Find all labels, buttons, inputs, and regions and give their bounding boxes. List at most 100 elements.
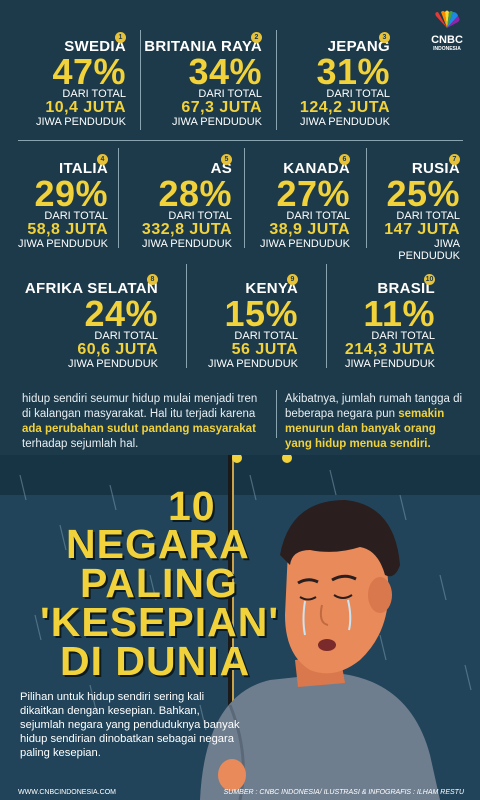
stat-jepang: 3 JEPANG 31% DARI TOTAL 124,2 JUTA JIWA … xyxy=(270,32,390,128)
country-from: DARI TOTAL xyxy=(62,88,126,100)
result-text: Akibatnya, jumlah rumah tangga di bebera… xyxy=(285,393,463,420)
title-line-4: 'KESEPIAN' xyxy=(40,599,280,645)
divider xyxy=(186,264,187,368)
brand-name: CNBC xyxy=(431,34,463,46)
country-percent: 31% xyxy=(316,51,390,92)
rank-badge: 8 xyxy=(147,274,158,285)
rank-badge: 6 xyxy=(339,154,350,165)
country-unit: JIWA PENDUDUK xyxy=(67,358,158,370)
rank-badge: 1 xyxy=(115,32,126,43)
country-name: SWEDIA xyxy=(64,38,126,55)
rank-badge: 3 xyxy=(379,32,390,43)
country-percent: 11% xyxy=(363,293,435,334)
title-line-1: 10 xyxy=(168,483,216,529)
divider xyxy=(326,264,327,368)
divider xyxy=(244,148,245,248)
stat-swedia: 1 SWEDIA 47% DARI TOTAL 10,4 JUTA JIWA P… xyxy=(6,32,126,128)
rank-badge: 9 xyxy=(287,274,298,285)
country-from: DARI TOTAL xyxy=(168,210,232,222)
country-population: 58,8 JUTA xyxy=(27,221,108,238)
country-from: DARI TOTAL xyxy=(44,210,108,222)
country-name: AFRIKA SELATAN xyxy=(24,280,158,297)
country-name: JEPANG xyxy=(327,38,390,55)
intro-highlight: ada perubahan sudut pandang masyarakat xyxy=(22,423,256,435)
country-from: DARI TOTAL xyxy=(286,210,350,222)
country-population: 67,3 JUTA xyxy=(181,99,262,116)
intro-paragraph-right: Akibatnya, jumlah rumah tangga di bebera… xyxy=(285,392,465,452)
country-from: DARI TOTAL xyxy=(396,210,460,222)
title-line-3: PALING xyxy=(80,560,238,606)
country-name: KANADA xyxy=(283,160,350,177)
peacock-icon xyxy=(435,10,460,28)
country-from: DARI TOTAL xyxy=(371,330,435,342)
country-unit: JIWA PENDUDUK xyxy=(171,116,262,128)
stat-brasil: 10 BRASIL 11% DARI TOTAL 214,3 JUTA JIWA… xyxy=(325,274,435,370)
divider xyxy=(118,148,119,248)
country-population: 56 JUTA xyxy=(231,341,298,358)
country-population: 38,9 JUTA xyxy=(269,221,350,238)
country-name: BRITANIA RAYA xyxy=(144,38,262,55)
country-name: KENYA xyxy=(245,280,298,297)
stat-afrika-selatan: 8 AFRIKA SELATAN 24% DARI TOTAL 60,6 JUT… xyxy=(18,274,158,370)
country-name: ITALIA xyxy=(58,160,108,177)
country-population: 60,6 JUTA xyxy=(77,341,158,358)
cnbc-logo: CNBC INDONESIA xyxy=(422,10,472,52)
country-from: DARI TOTAL xyxy=(198,88,262,100)
country-unit: JIWA PENDUDUK xyxy=(398,238,460,262)
rank-badge: 2 xyxy=(251,32,262,43)
stat-italia: 4 ITALIA 29% DARI TOTAL 58,8 JUTA JIWA P… xyxy=(8,154,108,250)
divider xyxy=(18,140,463,141)
country-name: BRASIL xyxy=(377,280,435,297)
intro-text-end: terhadap sejumlah hal. xyxy=(22,438,139,450)
country-population: 332,8 JUTA xyxy=(141,221,232,238)
country-population: 214,3 JUTA xyxy=(344,341,435,358)
country-unit: JIWA PENDUDUK xyxy=(207,358,298,370)
stat-kenya: 9 KENYA 15% DARI TOTAL 56 JUTA JIWA PEND… xyxy=(188,274,298,370)
country-percent: 29% xyxy=(34,173,108,214)
country-unit: JIWA PENDUDUK xyxy=(299,116,390,128)
stat-britania-raya: 2 BRITANIA RAYA 34% DARI TOTAL 67,3 JUTA… xyxy=(132,32,262,128)
country-unit: JIWA PENDUDUK xyxy=(259,238,350,250)
divider xyxy=(276,390,277,438)
intro-text: hidup sendiri seumur hidup mulai menjadi… xyxy=(22,393,258,420)
country-from: DARI TOTAL xyxy=(234,330,298,342)
rank-badge: 5 xyxy=(221,154,232,165)
country-percent: 47% xyxy=(52,51,126,92)
rank-badge: 7 xyxy=(449,154,460,165)
country-population: 10,4 JUTA xyxy=(45,99,126,116)
country-unit: JIWA PENDUDUK xyxy=(344,358,435,370)
footer-source: SUMBER : CNBC INDONESIA/ ILUSTRASI & INF… xyxy=(223,789,464,796)
divider xyxy=(276,30,277,130)
country-percent: 24% xyxy=(84,293,158,334)
divider xyxy=(366,148,367,248)
title-line-5: DI DUNIA xyxy=(60,638,251,684)
country-percent: 27% xyxy=(276,173,350,214)
footer-site: WWW.CNBCINDONESIA.COM xyxy=(18,789,116,796)
country-population: 124,2 JUTA xyxy=(299,99,390,116)
country-unit: JIWA PENDUDUK xyxy=(141,238,232,250)
stat-as: 5 AS 28% DARI TOTAL 332,8 JUTA JIWA PEND… xyxy=(117,154,232,250)
rank-badge: 10 xyxy=(424,274,435,285)
country-percent: 28% xyxy=(158,173,232,214)
country-name: RUSIA xyxy=(411,160,460,177)
country-unit: JIWA PENDUDUK xyxy=(17,238,108,250)
intro-paragraph-left: hidup sendiri seumur hidup mulai menjadi… xyxy=(22,392,267,452)
result-highlight: semakin menurun dan banyak orang yang hi… xyxy=(285,408,445,450)
country-unit: JIWA PENDUDUK xyxy=(35,116,126,128)
lonely-man-illustration xyxy=(0,455,480,800)
rank-badge: 4 xyxy=(97,154,108,165)
rain-scene xyxy=(0,455,480,800)
divider xyxy=(140,30,141,130)
country-percent: 34% xyxy=(188,51,262,92)
brand-sub: INDONESIA xyxy=(433,46,461,52)
country-population: 147 JUTA xyxy=(384,221,460,238)
stat-rusia: 7 RUSIA 25% DARI TOTAL 147 JUTA JIWA PEN… xyxy=(370,154,460,262)
title-line-2: NEGARA xyxy=(66,521,250,567)
country-from: DARI TOTAL xyxy=(326,88,390,100)
country-from: DARI TOTAL xyxy=(94,330,158,342)
description: Pilihan untuk hidup sendiri sering kali … xyxy=(20,691,240,759)
stat-kanada: 6 KANADA 27% DARI TOTAL 38,9 JUTA JIWA P… xyxy=(250,154,350,250)
country-percent: 25% xyxy=(386,173,460,214)
country-percent: 15% xyxy=(224,293,298,334)
